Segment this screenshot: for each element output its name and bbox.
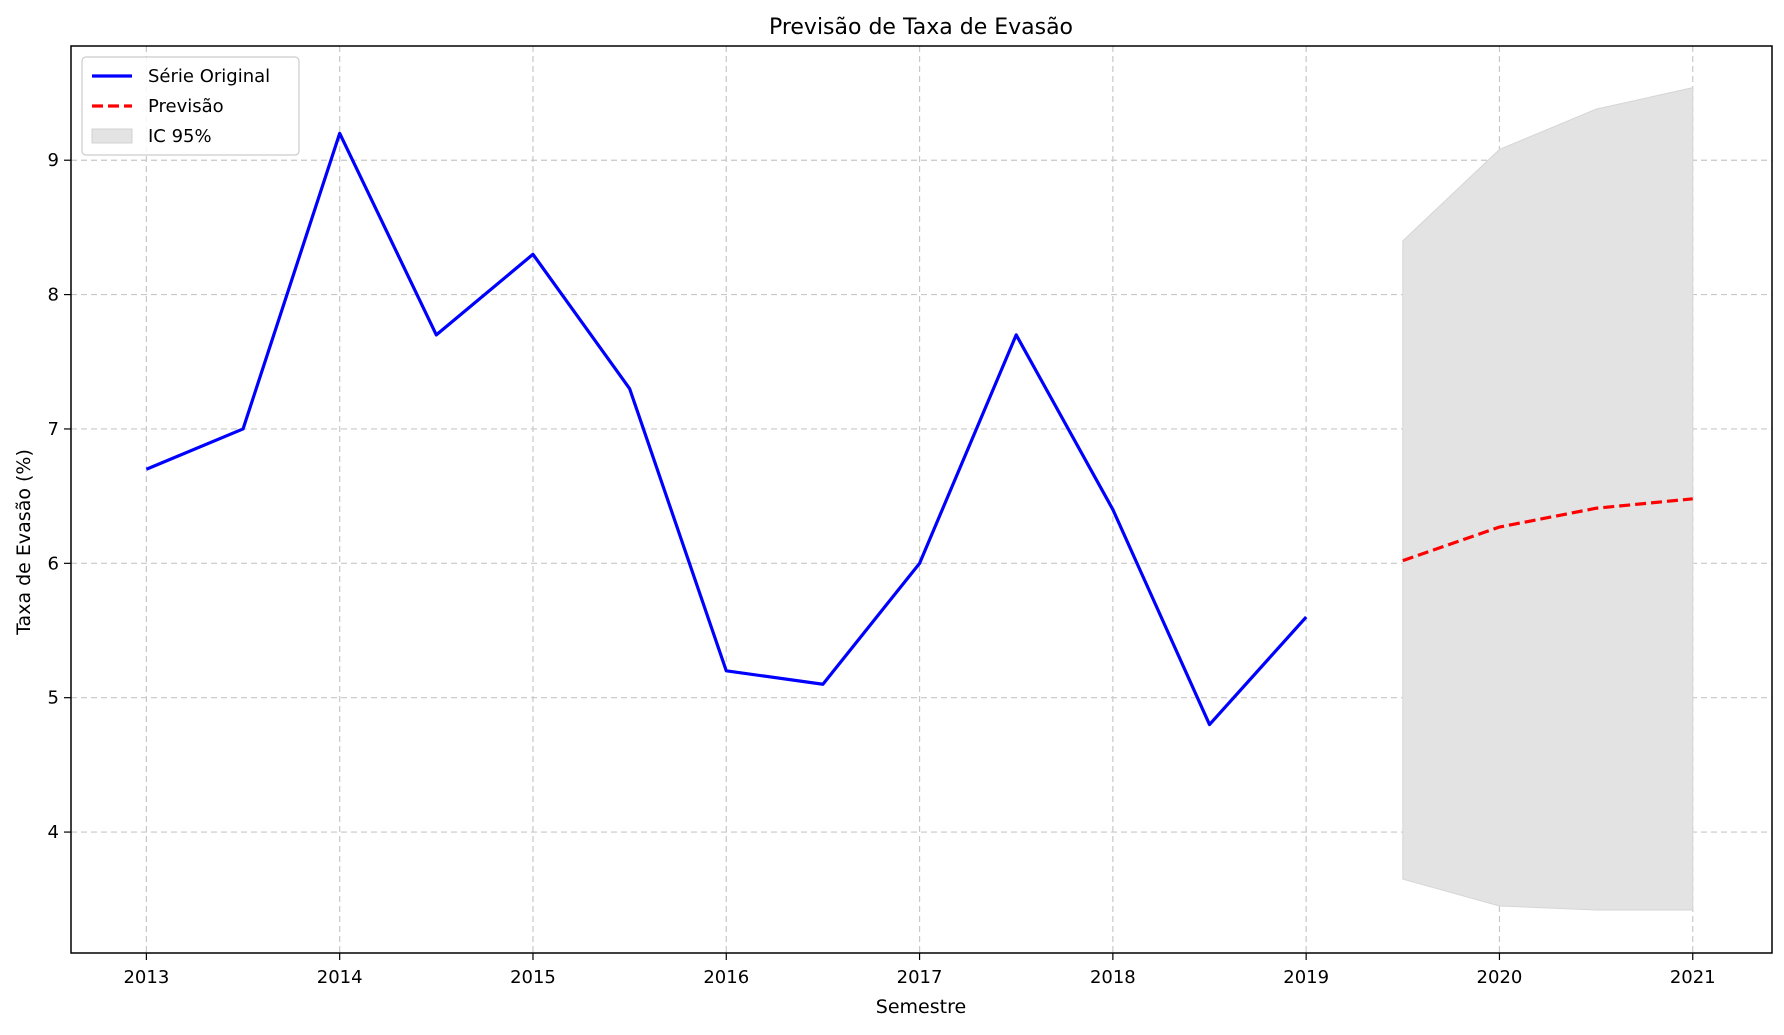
- y-tick-label: 4: [48, 822, 59, 843]
- series-layer: [145, 131, 1693, 727]
- x-tick-label: 2019: [1283, 967, 1329, 988]
- chart-title: Previsão de Taxa de Evasão: [769, 15, 1073, 40]
- y-tick-label: 8: [48, 285, 59, 306]
- x-tick-label: 2016: [703, 967, 749, 988]
- y-tick-label: 6: [48, 553, 59, 574]
- plot-frame: [70, 45, 1773, 954]
- confidence-band-layer: [1402, 87, 1694, 911]
- y-axis: 4 5 6 7 8 9: [48, 150, 71, 843]
- y-tick-label: 9: [48, 150, 59, 171]
- y-tick-label: 7: [48, 419, 59, 440]
- original-series-line: [145, 131, 1308, 727]
- x-tick-label: 2015: [510, 967, 556, 988]
- legend-item-previsao-label: Previsão: [148, 96, 224, 117]
- x-tick-label: 2021: [1670, 967, 1716, 988]
- forecast-line: [1402, 497, 1693, 563]
- x-tick-label: 2018: [1090, 967, 1136, 988]
- x-axis-label: Semestre: [876, 996, 966, 1018]
- x-tick-label: 2014: [317, 967, 363, 988]
- confidence-band: [1402, 87, 1694, 911]
- legend-box: [81, 56, 300, 156]
- legend: Série Original Previsão IC 95%: [81, 56, 300, 156]
- x-tick-label: 2013: [123, 967, 169, 988]
- y-tick-label: 5: [48, 688, 59, 709]
- legend-item-serie-original-label: Série Original: [148, 66, 270, 87]
- legend-item-ic95-swatch: [91, 128, 133, 144]
- x-tick-label: 2020: [1477, 967, 1523, 988]
- legend-item-ic95-label: IC 95%: [148, 126, 212, 147]
- y-axis-label: Taxa de Evasão (%): [13, 449, 35, 636]
- x-tick-label: 2017: [897, 967, 943, 988]
- x-axis: 2013 2014 2015 2016 2017 2018 2019 2020 2021: [123, 953, 1716, 988]
